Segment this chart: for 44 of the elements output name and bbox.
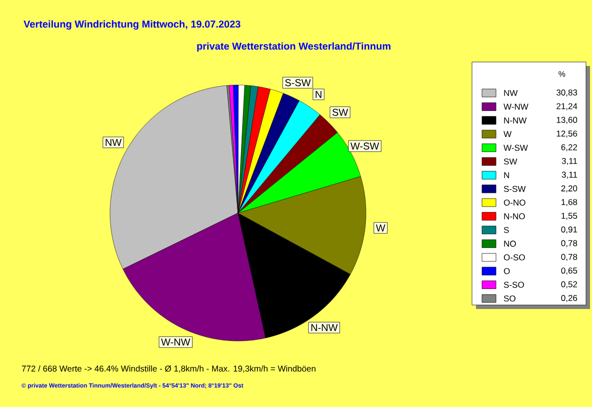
data-label: 13,60 [556, 116, 578, 124]
legend-label: SW [504, 158, 518, 164]
data-label: 2,20 [561, 185, 578, 192]
text: 772 / 668 Werte -> 46.4% Windstille - Ø 1,8km/h - Max. 19,3km/h = Windböen [22, 365, 316, 373]
legend-label: O [504, 268, 510, 274]
data-label: 6,22 [561, 144, 578, 152]
legend-label: S-SO [504, 282, 524, 288]
legend-label: O-NO [504, 200, 526, 206]
data-label: 1,68 [562, 199, 578, 206]
data-label: 3,11 [562, 158, 578, 165]
legend-label: N [504, 172, 509, 178]
chart-title: Verteilung Windrichtung Mittwoch, 19.07.2023 [24, 20, 240, 30]
data-label: 0,65 [561, 268, 578, 275]
slice-label: W-SW [350, 142, 380, 150]
slice-label: SW [332, 108, 348, 116]
data-label: 12,56 [556, 130, 578, 138]
legend-title: % [558, 71, 566, 77]
legend-label: W [504, 131, 512, 138]
legend-label: O-SO [504, 254, 525, 260]
legend-label: S [504, 226, 509, 233]
legend-label: S-SW [504, 186, 526, 192]
legend-label: W-SW [504, 144, 528, 151]
slice-label: N [316, 90, 322, 98]
data-label: 0,52 [561, 281, 578, 288]
legend-label: NO [504, 240, 516, 247]
legend-label: N-NW [504, 117, 527, 124]
slice-label: N-NW [311, 324, 338, 332]
data-label: 21,24 [556, 103, 578, 110]
slice-label: W [376, 224, 386, 232]
legend-label: N-NO [504, 213, 525, 220]
data-label: 0,26 [561, 294, 578, 302]
data-label: 0,91 [561, 226, 578, 234]
slice-label: W-NW [161, 338, 190, 346]
legend-label: SO [504, 295, 516, 302]
legend-label: NW [504, 90, 518, 96]
data-label: 30,83 [556, 89, 578, 96]
chart-subtitle: private Wetterstation Westerland/Tinnum [197, 42, 390, 52]
slice-label: S-SW [285, 79, 311, 86]
data-label: 0,78 [561, 254, 578, 261]
legend-label: W-NW [504, 104, 528, 110]
data-label: 0,78 [561, 240, 578, 248]
data-label: 3,11 [562, 172, 578, 179]
slice-label: NW [106, 138, 122, 146]
data-label: 1,55 [562, 212, 578, 220]
